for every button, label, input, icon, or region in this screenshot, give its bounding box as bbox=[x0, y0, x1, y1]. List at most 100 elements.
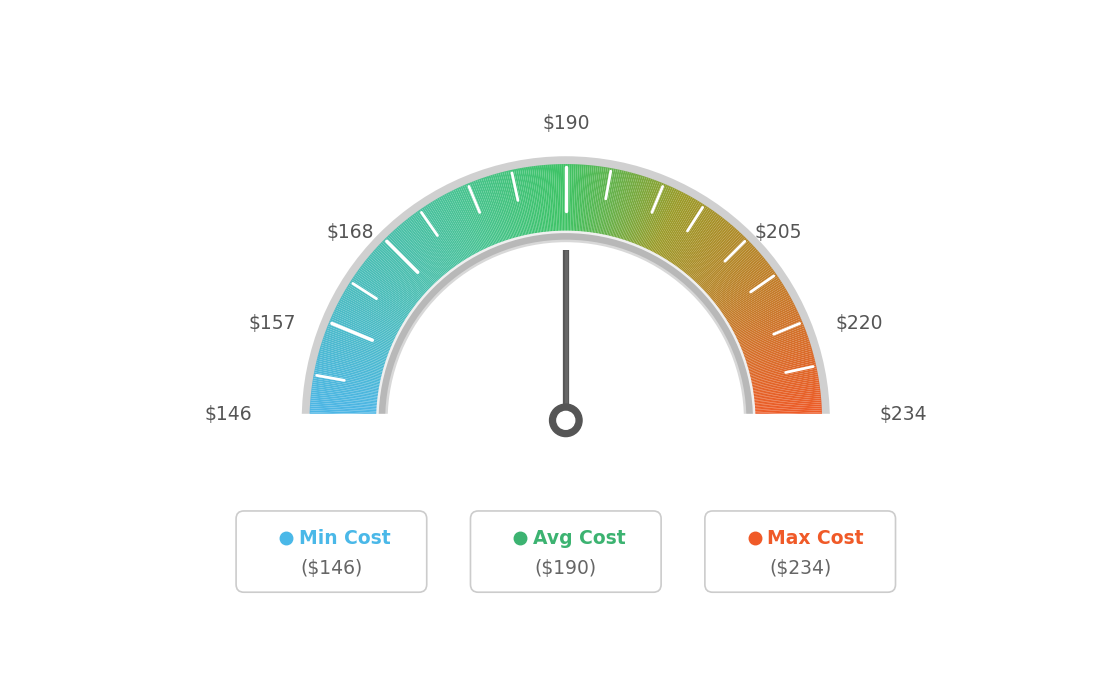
Wedge shape bbox=[633, 181, 658, 246]
Wedge shape bbox=[752, 391, 820, 400]
Wedge shape bbox=[689, 227, 735, 279]
Wedge shape bbox=[624, 177, 647, 242]
Wedge shape bbox=[704, 248, 756, 295]
Wedge shape bbox=[479, 179, 503, 244]
Wedge shape bbox=[659, 198, 694, 258]
Wedge shape bbox=[312, 378, 381, 391]
Wedge shape bbox=[550, 164, 555, 233]
Wedge shape bbox=[715, 265, 771, 308]
Wedge shape bbox=[350, 282, 408, 320]
Wedge shape bbox=[309, 418, 379, 420]
Wedge shape bbox=[734, 308, 797, 339]
Wedge shape bbox=[342, 293, 403, 328]
Wedge shape bbox=[338, 302, 400, 335]
Wedge shape bbox=[542, 165, 550, 234]
Wedge shape bbox=[425, 205, 464, 264]
Circle shape bbox=[556, 411, 575, 429]
Wedge shape bbox=[677, 214, 720, 270]
Wedge shape bbox=[469, 182, 497, 246]
Wedge shape bbox=[583, 165, 592, 234]
Wedge shape bbox=[558, 164, 561, 233]
Wedge shape bbox=[681, 218, 724, 273]
Wedge shape bbox=[522, 168, 535, 235]
Wedge shape bbox=[330, 319, 394, 347]
Wedge shape bbox=[311, 392, 380, 401]
Wedge shape bbox=[489, 175, 511, 241]
Wedge shape bbox=[753, 398, 821, 406]
Wedge shape bbox=[737, 317, 802, 346]
Wedge shape bbox=[337, 304, 399, 337]
Wedge shape bbox=[656, 196, 691, 257]
Wedge shape bbox=[573, 164, 577, 233]
Wedge shape bbox=[613, 172, 631, 239]
Wedge shape bbox=[710, 257, 765, 302]
Wedge shape bbox=[745, 347, 811, 368]
Wedge shape bbox=[655, 195, 689, 256]
Wedge shape bbox=[554, 164, 559, 233]
Wedge shape bbox=[348, 285, 406, 322]
Wedge shape bbox=[498, 172, 518, 239]
Wedge shape bbox=[728, 290, 787, 326]
Text: ($146): ($146) bbox=[300, 559, 362, 578]
Wedge shape bbox=[702, 245, 754, 293]
Wedge shape bbox=[444, 194, 478, 255]
Wedge shape bbox=[460, 186, 490, 249]
Wedge shape bbox=[432, 201, 469, 260]
Wedge shape bbox=[344, 290, 404, 326]
Wedge shape bbox=[576, 164, 582, 233]
Wedge shape bbox=[316, 362, 383, 380]
Text: Max Cost: Max Cost bbox=[767, 529, 864, 548]
Wedge shape bbox=[350, 279, 410, 319]
Wedge shape bbox=[723, 282, 782, 320]
Wedge shape bbox=[328, 324, 392, 351]
Wedge shape bbox=[552, 164, 556, 233]
Wedge shape bbox=[339, 299, 401, 333]
Wedge shape bbox=[532, 166, 542, 235]
Wedge shape bbox=[376, 230, 755, 420]
Wedge shape bbox=[466, 184, 495, 248]
Wedge shape bbox=[708, 253, 761, 299]
Wedge shape bbox=[752, 394, 821, 403]
Wedge shape bbox=[718, 270, 774, 311]
Wedge shape bbox=[434, 199, 470, 259]
Wedge shape bbox=[376, 246, 428, 294]
Wedge shape bbox=[321, 343, 388, 365]
Wedge shape bbox=[463, 185, 491, 249]
Wedge shape bbox=[611, 172, 629, 239]
Wedge shape bbox=[325, 332, 390, 357]
Wedge shape bbox=[477, 179, 502, 244]
Wedge shape bbox=[328, 322, 393, 350]
Wedge shape bbox=[684, 221, 729, 276]
Wedge shape bbox=[701, 244, 753, 292]
Circle shape bbox=[550, 404, 582, 437]
Wedge shape bbox=[628, 179, 652, 244]
Wedge shape bbox=[739, 322, 804, 350]
Wedge shape bbox=[747, 359, 815, 377]
Wedge shape bbox=[562, 164, 564, 233]
Wedge shape bbox=[446, 193, 479, 255]
Wedge shape bbox=[753, 414, 822, 417]
Wedge shape bbox=[575, 164, 580, 233]
Wedge shape bbox=[405, 219, 449, 274]
Wedge shape bbox=[397, 226, 444, 279]
Wedge shape bbox=[736, 313, 799, 343]
Wedge shape bbox=[646, 188, 677, 251]
Wedge shape bbox=[318, 353, 385, 373]
Wedge shape bbox=[428, 203, 467, 262]
Wedge shape bbox=[388, 242, 744, 420]
Wedge shape bbox=[535, 166, 545, 234]
Wedge shape bbox=[533, 166, 544, 235]
Wedge shape bbox=[411, 215, 454, 271]
Wedge shape bbox=[750, 368, 817, 384]
Text: $205: $205 bbox=[754, 224, 803, 242]
Wedge shape bbox=[630, 180, 657, 245]
Wedge shape bbox=[458, 187, 489, 250]
Wedge shape bbox=[418, 210, 459, 267]
Wedge shape bbox=[746, 353, 814, 373]
Wedge shape bbox=[601, 168, 616, 237]
Wedge shape bbox=[750, 373, 818, 386]
Text: ($190): ($190) bbox=[534, 559, 597, 578]
Wedge shape bbox=[744, 343, 810, 365]
Wedge shape bbox=[735, 309, 798, 340]
Text: $157: $157 bbox=[248, 314, 296, 333]
